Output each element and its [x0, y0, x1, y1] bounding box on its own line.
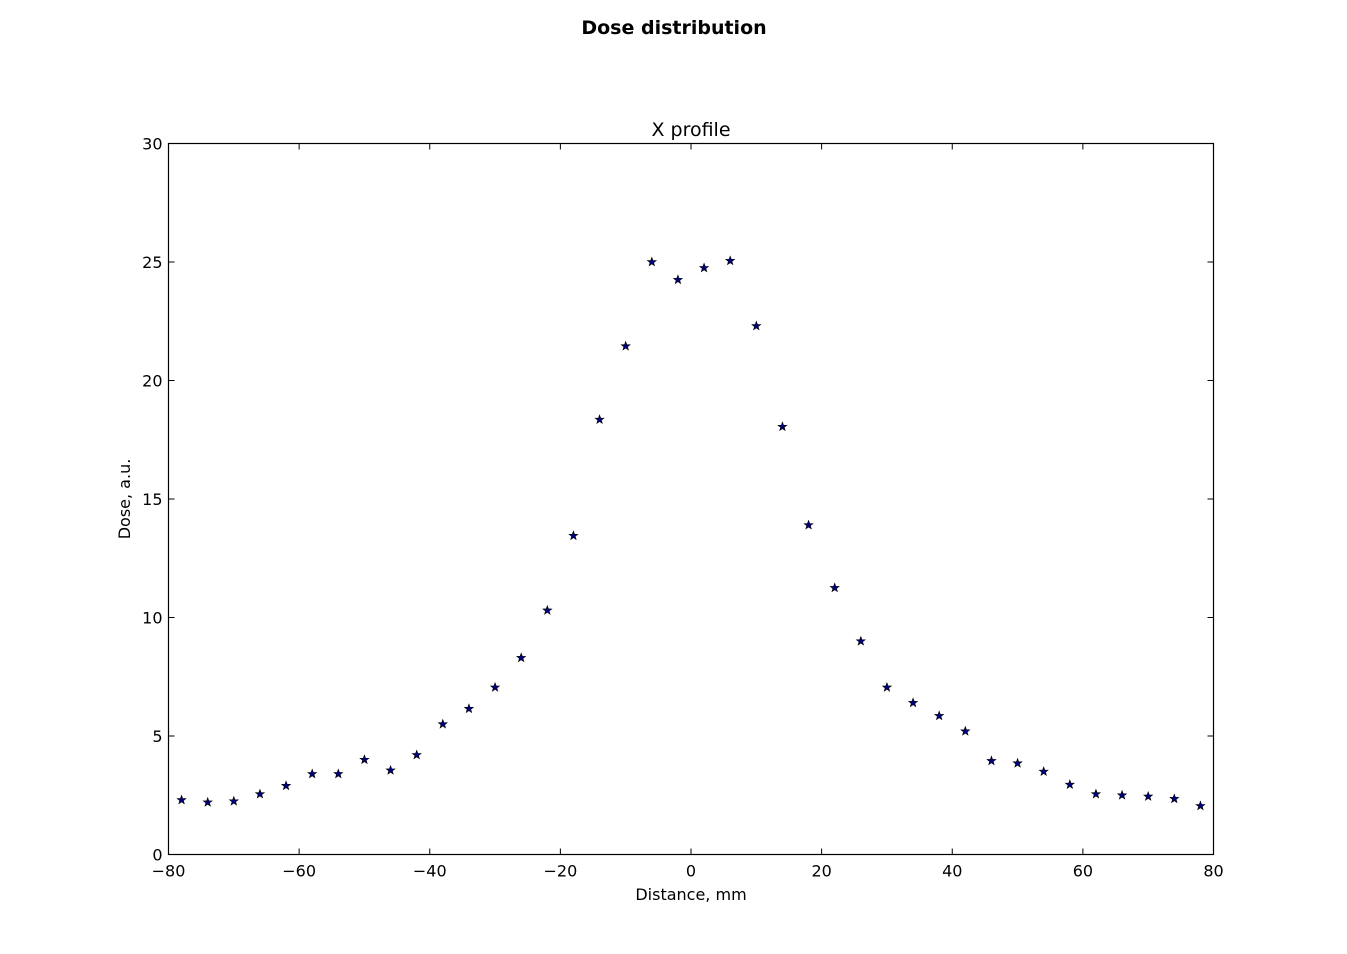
data-point	[698, 262, 710, 273]
data-point	[542, 604, 553, 615]
data-point	[1012, 757, 1023, 768]
y-tick-label: 15	[142, 490, 162, 509]
data-point	[646, 256, 658, 267]
data-point	[489, 681, 501, 692]
data-point	[1116, 789, 1128, 800]
x-tick-label: −80	[152, 862, 186, 881]
data-point	[385, 764, 396, 775]
data-point	[254, 788, 266, 799]
data-point	[960, 725, 971, 736]
x-tick-label: −40	[413, 862, 447, 881]
plot-frame	[167, 142, 1215, 856]
data-point	[1064, 779, 1076, 790]
data-point	[751, 320, 762, 331]
data-point	[777, 421, 788, 432]
data-point	[228, 795, 240, 806]
data-point	[306, 768, 318, 779]
data-point	[333, 768, 344, 779]
data-point	[1195, 800, 1206, 811]
y-axis-label: Dose, a.u.	[115, 459, 134, 540]
x-tick-label: 20	[811, 862, 831, 881]
x-tick-label: 60	[1073, 862, 1093, 881]
data-point	[1169, 793, 1180, 804]
data-point	[986, 755, 997, 766]
data-point	[672, 274, 684, 285]
data-point	[1038, 766, 1049, 776]
y-tick-label: 10	[142, 609, 162, 628]
y-tick-label: 5	[152, 727, 162, 746]
y-tick-label: 25	[142, 253, 162, 272]
figure-suptitle: Dose distribution	[581, 17, 766, 39]
chart-title: X profile	[651, 119, 730, 141]
data-point	[829, 582, 840, 593]
data-point	[803, 519, 814, 530]
data-point	[933, 710, 945, 721]
data-point	[620, 340, 631, 351]
x-tick-label: 40	[942, 862, 962, 881]
data-point	[881, 681, 893, 692]
data-point	[1090, 788, 1102, 799]
data-point	[855, 635, 867, 646]
ticks-layer: −80 −60 −40 −20 0 20 40 60 80 0 5 10 15 20 25 30	[142, 135, 1224, 881]
data-point	[176, 794, 187, 805]
x-axis-label: Distance, mm	[635, 885, 746, 904]
y-tick-label: 30	[142, 135, 162, 154]
data-point	[568, 530, 579, 541]
data-point	[280, 780, 292, 791]
data-point	[594, 414, 605, 425]
data-point	[515, 652, 527, 663]
data-point	[724, 255, 736, 266]
points-layer	[176, 255, 1206, 811]
data-point	[1142, 790, 1154, 801]
x-tick-label: −60	[282, 862, 316, 881]
x-tick-label: −20	[543, 862, 577, 881]
x-tick-label: 0	[686, 862, 696, 881]
data-point	[202, 796, 213, 807]
data-point	[411, 749, 422, 760]
data-point	[907, 697, 919, 708]
data-point	[463, 703, 475, 714]
x-tick-label: 80	[1203, 862, 1223, 881]
y-tick-label: 0	[152, 846, 162, 865]
y-tick-label: 20	[142, 372, 162, 391]
data-point	[437, 718, 449, 729]
data-point	[359, 754, 370, 765]
